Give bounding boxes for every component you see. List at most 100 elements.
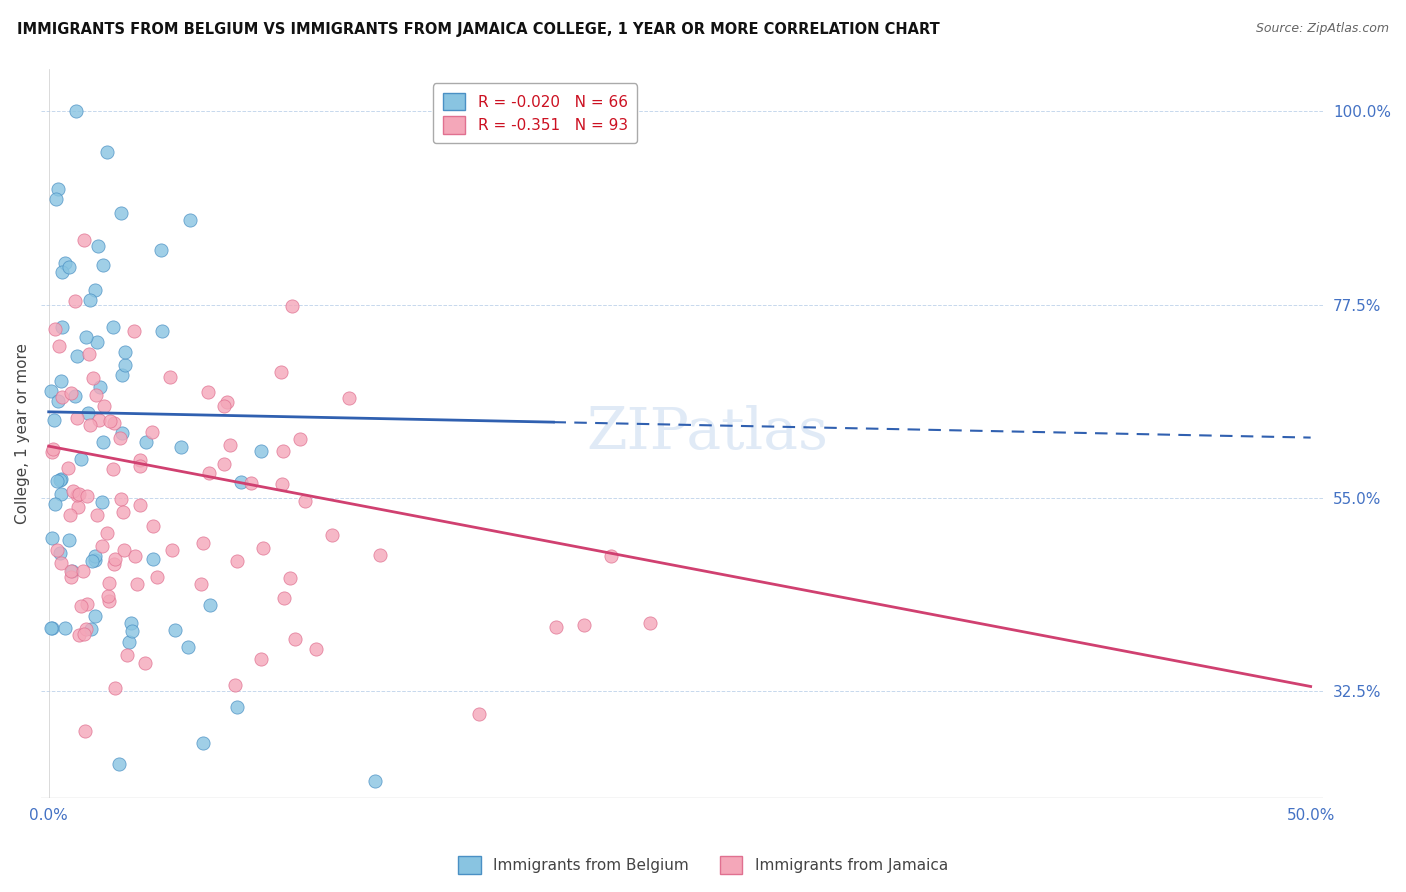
- Point: [62, 483, 84, 498]
- Point: [191, 536, 214, 550]
- Point: [250, 444, 273, 458]
- Point: [110, 491, 132, 506]
- Point: [250, 651, 273, 665]
- Point: [165, 623, 187, 637]
- Point: [114, 345, 136, 359]
- Point: [46, 394, 69, 409]
- Point: [45, 474, 67, 488]
- Point: [39, 384, 62, 398]
- Point: [544, 620, 567, 634]
- Point: [84, 608, 107, 623]
- Point: [280, 571, 302, 585]
- Point: [112, 542, 135, 557]
- Point: [124, 549, 146, 564]
- Point: [103, 557, 125, 571]
- Point: [42, 442, 65, 457]
- Y-axis label: College, 1 year or more: College, 1 year or more: [15, 343, 30, 524]
- Point: [128, 459, 150, 474]
- Point: [270, 365, 292, 379]
- Point: [46, 543, 69, 558]
- Point: [60, 564, 83, 578]
- Point: [49, 374, 72, 388]
- Point: [638, 615, 661, 630]
- Point: [141, 425, 163, 439]
- Point: [66, 488, 89, 502]
- Point: [368, 548, 391, 562]
- Point: [118, 635, 141, 649]
- Point: [121, 624, 143, 638]
- Point: [86, 508, 108, 522]
- Point: [60, 564, 83, 578]
- Point: [214, 457, 236, 471]
- Point: [59, 386, 82, 401]
- Point: [83, 549, 105, 564]
- Point: [82, 554, 104, 568]
- Point: [321, 528, 343, 542]
- Point: [84, 283, 107, 297]
- Point: [46, 182, 69, 196]
- Point: [150, 324, 173, 338]
- Point: [82, 371, 104, 385]
- Point: [59, 570, 82, 584]
- Point: [49, 557, 72, 571]
- Point: [87, 238, 110, 252]
- Point: [224, 678, 246, 692]
- Point: [101, 319, 124, 334]
- Point: [44, 192, 66, 206]
- Point: [59, 508, 82, 522]
- Point: [288, 433, 311, 447]
- Point: [115, 648, 138, 663]
- Point: [86, 334, 108, 349]
- Point: [65, 389, 87, 403]
- Point: [79, 418, 101, 433]
- Point: [91, 494, 114, 508]
- Point: [600, 549, 623, 563]
- Point: [65, 349, 87, 363]
- Point: [96, 525, 118, 540]
- Point: [58, 461, 80, 475]
- Point: [69, 599, 91, 613]
- Point: [364, 773, 387, 788]
- Point: [91, 435, 114, 450]
- Point: [58, 533, 80, 548]
- Point: [177, 640, 200, 654]
- Point: [170, 440, 193, 454]
- Point: [280, 300, 302, 314]
- Point: [160, 543, 183, 558]
- Point: [198, 466, 221, 480]
- Point: [146, 570, 169, 584]
- Point: [91, 258, 114, 272]
- Point: [103, 416, 125, 430]
- Point: [252, 541, 274, 556]
- Point: [72, 627, 94, 641]
- Point: [48, 339, 70, 353]
- Point: [51, 319, 73, 334]
- Point: [49, 487, 72, 501]
- Point: [67, 628, 90, 642]
- Point: [75, 623, 97, 637]
- Point: [217, 395, 239, 409]
- Point: [75, 329, 97, 343]
- Point: [75, 724, 97, 739]
- Point: [129, 499, 152, 513]
- Point: [108, 757, 131, 772]
- Point: [273, 591, 295, 606]
- Point: [212, 399, 235, 413]
- Point: [72, 564, 94, 578]
- Point: [125, 577, 148, 591]
- Point: [53, 621, 76, 635]
- Point: [135, 435, 157, 450]
- Point: [51, 265, 73, 279]
- Point: [58, 260, 80, 274]
- Point: [111, 425, 134, 440]
- Point: [190, 577, 212, 591]
- Point: [305, 642, 328, 657]
- Point: [96, 145, 118, 159]
- Point: [226, 554, 249, 568]
- Point: [41, 621, 63, 635]
- Point: [97, 589, 120, 603]
- Point: [159, 370, 181, 384]
- Point: [271, 444, 294, 458]
- Point: [284, 632, 307, 646]
- Point: [41, 621, 63, 635]
